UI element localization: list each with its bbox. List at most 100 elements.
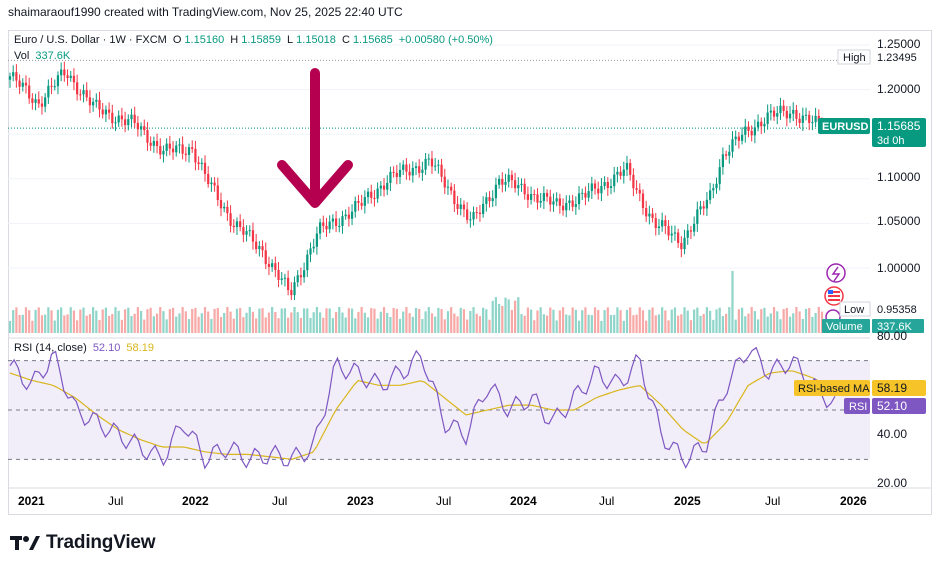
- time-tick: Jul: [765, 494, 780, 508]
- candle-body: [414, 166, 418, 168]
- candle-body: [318, 222, 322, 234]
- candle-body: [590, 183, 593, 192]
- candle-body: [459, 204, 462, 209]
- candle-body: [360, 202, 363, 206]
- volume-bar: [386, 312, 389, 333]
- candle-body: [178, 144, 181, 146]
- volume-value: 337.6K: [877, 321, 913, 333]
- volume-bar: [782, 308, 785, 333]
- candle-body: [737, 136, 740, 141]
- candle-body: [101, 109, 104, 115]
- countdown: 3d 0h: [877, 135, 905, 147]
- volume-bar: [328, 308, 331, 333]
- volume-bar: [708, 310, 712, 333]
- candle-body: [529, 194, 533, 200]
- candle-body: [469, 219, 472, 221]
- chart-frame[interactable]: [8, 30, 932, 515]
- volume-bar: [526, 307, 530, 333]
- candle-body: [418, 166, 421, 173]
- rsi-axis[interactable]: 80.00 40.00 20.00: [877, 329, 907, 490]
- volume-bar: [712, 319, 715, 333]
- volume-bar: [373, 308, 376, 333]
- volume-bar: [69, 307, 72, 333]
- us-flag-icon[interactable]: [824, 286, 844, 306]
- candle-body: [654, 218, 657, 229]
- candle-body: [747, 126, 750, 131]
- volume-legend[interactable]: Vol 337.6K: [14, 50, 73, 62]
- candle-body: [788, 113, 792, 119]
- volume-bar: [242, 317, 245, 333]
- volume-bar: [171, 307, 175, 333]
- time-tick: Jul: [272, 494, 287, 508]
- tradingview-logo[interactable]: TradingView: [10, 532, 156, 554]
- candle-body: [702, 206, 705, 209]
- price-legend[interactable]: Euro / U.S. Dollar · 1W · FXCM O 1.15160 …: [14, 34, 496, 46]
- volume-bar: [619, 310, 622, 333]
- candle-body: [114, 122, 117, 124]
- candle-body: [267, 263, 271, 268]
- volume-bar: [152, 316, 155, 333]
- volume-bar: [379, 311, 382, 333]
- rsi-marker: RSI 52.10: [844, 398, 926, 414]
- volume-bar: [411, 316, 414, 333]
- volume-bar: [155, 313, 159, 333]
- volume-bar: [395, 308, 398, 333]
- volume-bar: [539, 307, 542, 333]
- candle-body: [162, 150, 165, 155]
- volume-bar: [283, 308, 287, 333]
- candle-body: [609, 186, 613, 189]
- volume-bar: [296, 312, 299, 333]
- volume-bar: [737, 309, 740, 333]
- volume-bar: [24, 307, 28, 333]
- candle-body: [107, 109, 111, 113]
- candle-body: [136, 122, 139, 130]
- grid-lines: [8, 44, 870, 269]
- time-tick: 2026: [840, 494, 867, 508]
- candle-body: [53, 86, 56, 88]
- time-axis[interactable]: 2021 Jul 2022 Jul 2023 Jul 2024 Jul 2025…: [18, 494, 867, 508]
- candle-body: [507, 174, 510, 182]
- candle-body: [635, 188, 638, 190]
- candle-body: [753, 127, 756, 136]
- volume-bar: [66, 314, 69, 333]
- candle-body: [619, 171, 622, 176]
- rsi-label: RSI: [849, 401, 867, 413]
- volume-bar: [625, 309, 629, 333]
- volume-bar: [545, 315, 549, 333]
- candle-body: [248, 230, 251, 232]
- time-tick: Jul: [436, 494, 451, 508]
- volume-bar: [664, 310, 667, 333]
- volume-bar: [590, 315, 593, 333]
- volume-bar: [159, 307, 162, 333]
- candle-body: [766, 112, 769, 124]
- candle-body: [143, 126, 146, 131]
- volume-bar: [50, 310, 53, 333]
- candle-body: [88, 97, 92, 106]
- candle-body: [510, 174, 514, 181]
- rsi-legend[interactable]: RSI (14, close) 52.10 58.19: [14, 342, 157, 354]
- volume-bar: [459, 307, 462, 333]
- volume-bar: [315, 307, 319, 333]
- candle-body: [494, 184, 498, 199]
- price-chart[interactable]: 1.25000 1.20000 1.10000 1.05000 1.00000 …: [0, 0, 938, 520]
- volume-bar: [363, 312, 366, 333]
- volume-bar: [287, 317, 290, 333]
- volume-bar: [600, 320, 603, 333]
- candle-body: [98, 99, 101, 110]
- price-axis[interactable]: 1.25000 1.20000 1.10000 1.05000 1.00000: [877, 37, 921, 275]
- down-arrow-annotation[interactable]: [277, 68, 353, 208]
- price-tick: 1.25000: [877, 37, 921, 51]
- volume-bar: [424, 311, 427, 333]
- volume-bar: [753, 311, 756, 333]
- volume-bar: [440, 309, 443, 333]
- candle-body: [171, 148, 175, 153]
- candle-body: [111, 112, 114, 124]
- candle-body: [811, 122, 814, 124]
- volume-bar: [632, 315, 635, 333]
- volume-bar: [558, 310, 561, 333]
- candle-body: [453, 190, 456, 205]
- volume-bar: [629, 307, 632, 333]
- candle-body: [616, 171, 619, 175]
- candle-body: [520, 183, 523, 186]
- flash-icon[interactable]: [826, 263, 846, 283]
